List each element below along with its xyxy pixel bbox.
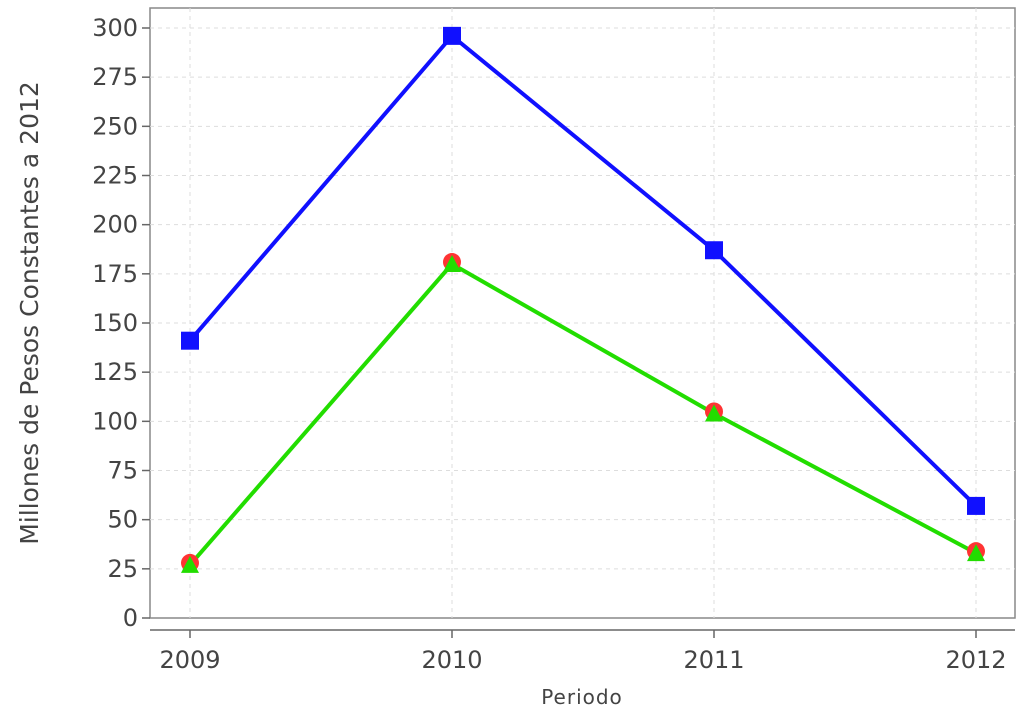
gridlines	[150, 8, 1015, 618]
x-tick-label: 2009	[159, 646, 220, 674]
series-1-point	[967, 496, 985, 515]
y-tick-label: 0	[123, 604, 138, 632]
y-tick-label: 300	[92, 14, 138, 42]
y-tick-label: 275	[92, 63, 138, 91]
y-axis-title: Millones de Pesos Constantes a 2012	[15, 81, 44, 545]
series-1-point	[705, 241, 723, 260]
y-tick-label: 200	[92, 211, 138, 239]
series-layer	[181, 26, 985, 573]
y-tick-label: 75	[107, 457, 138, 485]
y-tick-label: 250	[92, 112, 138, 140]
series-3-point	[705, 404, 723, 422]
y-tick-label: 125	[92, 358, 138, 386]
x-axis-title: Periodo	[541, 685, 623, 709]
series-3-point	[181, 555, 199, 573]
x-axis-ticks: 2009 2010 2011 2012	[159, 630, 1007, 674]
x-tick-label: 2012	[945, 646, 1006, 674]
series-3-line	[188, 262, 977, 567]
y-tick-label: 25	[107, 555, 138, 583]
y-tick-label: 175	[92, 260, 138, 288]
y-tick-label: 225	[92, 162, 138, 190]
y-axis-ticks: 0 25 50 75 100 125 150 175 200 225 250 275 300	[92, 14, 150, 632]
y-tick-label: 100	[92, 407, 138, 435]
series-1-point	[443, 26, 461, 45]
plot-area	[149, 7, 1016, 619]
series-3-point	[443, 255, 461, 272]
series-1-point	[181, 331, 199, 350]
x-tick-label: 2011	[683, 646, 744, 674]
x-tick-label: 2010	[421, 646, 482, 674]
series-3-point	[967, 544, 985, 562]
y-tick-label: 150	[92, 309, 138, 337]
series-1-line	[188, 33, 978, 508]
y-tick-label: 50	[107, 506, 138, 534]
